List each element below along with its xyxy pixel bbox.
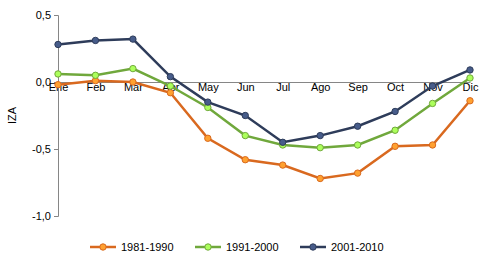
series-point: [55, 41, 61, 47]
series-point: [354, 170, 360, 176]
legend-marker: [100, 244, 106, 250]
y-tick: -1,0: [32, 210, 58, 222]
series-point: [92, 37, 98, 43]
series-point: [167, 90, 173, 96]
y-tick-label: -0,5: [32, 143, 51, 155]
y-tick: 0,5: [36, 9, 58, 21]
y-tick-mark: [54, 216, 58, 217]
y-tick-label: 0,5: [36, 9, 51, 21]
series-point: [205, 135, 211, 141]
series-point: [205, 99, 211, 105]
x-tick-label: Jul: [276, 81, 290, 93]
legend-marker: [310, 244, 316, 250]
chart: -1,0-0,50,00,5EneFebMarAbrMayJunJulAgoSe…: [0, 0, 485, 272]
legend-item: 1991-2000: [195, 241, 279, 253]
series-point: [280, 139, 286, 145]
series-point: [317, 144, 323, 150]
series-point: [467, 75, 473, 81]
legend-label: 1991-2000: [226, 241, 279, 253]
legend-marker: [205, 244, 211, 250]
series-point: [242, 157, 248, 163]
series-point: [130, 65, 136, 71]
series-point: [354, 123, 360, 129]
x-tick: Jul: [276, 81, 290, 93]
x-tick-label: May: [198, 81, 219, 93]
series-point: [130, 36, 136, 42]
series-point: [280, 162, 286, 168]
series-point: [429, 83, 435, 89]
x-tick: May: [198, 81, 219, 93]
legend: 1981-1990 1991-2000 2001-2010: [90, 241, 384, 253]
x-tick-label: Ene: [49, 81, 69, 93]
legend-label: 2001-2010: [331, 241, 384, 253]
series-point: [354, 142, 360, 148]
x-tick-label: Oct: [387, 81, 404, 93]
x-tick: Ene: [49, 81, 69, 93]
x-tick: Ago: [311, 81, 331, 93]
series-point: [167, 83, 173, 89]
series-line: [58, 69, 470, 148]
series-point: [467, 67, 473, 73]
series-point: [392, 108, 398, 114]
legend-label: 1981-1990: [121, 241, 174, 253]
series-point: [242, 132, 248, 138]
series-point: [55, 71, 61, 77]
plot-area: [55, 36, 473, 182]
x-tick: Oct: [387, 81, 404, 93]
series-point: [317, 175, 323, 181]
series-point: [467, 98, 473, 104]
x-tick-label: Ago: [311, 81, 331, 93]
series-point: [392, 143, 398, 149]
x-tick: Jun: [237, 81, 255, 93]
legend-item: 1981-1990: [90, 241, 174, 253]
x-tick-label: Jun: [237, 81, 255, 93]
y-tick-label: -1,0: [32, 210, 51, 222]
series-point: [92, 72, 98, 78]
series-point: [130, 79, 136, 85]
series-point: [429, 142, 435, 148]
series-line: [58, 39, 470, 142]
series-point: [429, 100, 435, 106]
x-tick: Sep: [348, 81, 368, 93]
series-point: [167, 73, 173, 79]
series-point: [392, 127, 398, 133]
y-tick: -0,5: [32, 143, 58, 155]
series-point: [242, 112, 248, 118]
series-point: [55, 81, 61, 87]
y-tick-mark: [54, 15, 58, 16]
series-point: [317, 132, 323, 138]
y-axis: -1,0-0,50,00,5: [32, 9, 58, 222]
legend-item: 2001-2010: [300, 241, 384, 253]
y-tick-mark: [54, 149, 58, 150]
y-axis-title: IZA: [6, 106, 18, 124]
x-tick-label: Sep: [348, 81, 368, 93]
